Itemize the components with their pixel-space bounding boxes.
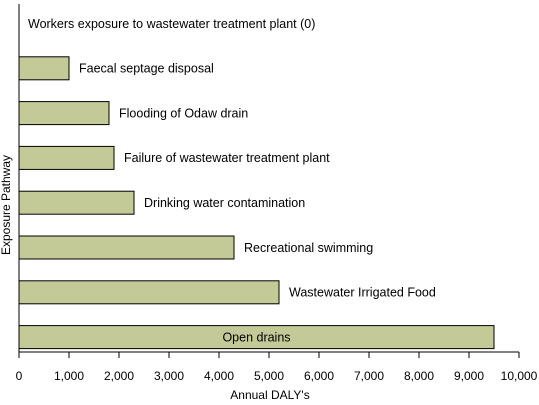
x-tick-label-8: 8,000	[404, 369, 434, 383]
x-tick-label-1: 1,000	[54, 369, 84, 383]
x-tick-label-10: 10,000	[501, 369, 538, 383]
bar-label-6: Wastewater Irrigated Food	[289, 286, 436, 300]
bar-4	[18, 190, 135, 215]
x-tick-label-7: 7,000	[354, 369, 384, 383]
bar-3	[18, 145, 115, 170]
bar-1	[18, 56, 70, 81]
x-tick-label-9: 9,000	[454, 369, 484, 383]
bar-labels-layer: Workers exposure to wastewater treatment…	[28, 17, 436, 345]
x-tick-label-0: 0	[16, 369, 23, 383]
y-axis-title: Exposure Pathway	[0, 155, 13, 255]
x-tick-label-4: 4,000	[204, 369, 234, 383]
bar-label-3: Failure of wastewater treatment plant	[124, 151, 330, 165]
bar-label-5: Recreational swimming	[244, 241, 373, 255]
x-tick-label-6: 6,000	[304, 369, 334, 383]
x-tick-label-2: 2,000	[104, 369, 134, 383]
bar-label-1: Faecal septage disposal	[79, 62, 214, 76]
bar-6	[18, 280, 280, 305]
bar-2	[18, 101, 110, 126]
x-ticks-layer: 0 1,000 2,000 3,000 4,000 5,000 6,000 7,000 8,00…	[16, 352, 538, 383]
x-tick-label-5: 5,000	[254, 369, 284, 383]
x-axis-title: Annual DALY's	[230, 388, 309, 402]
bar-5	[18, 235, 235, 260]
bar-label-2: Flooding of Odaw drain	[119, 106, 248, 120]
bar-label-4: Drinking water contamination	[144, 196, 305, 210]
bar-label-7: Open drains	[222, 330, 290, 344]
bar-label-0: Workers exposure to wastewater treatment…	[28, 17, 315, 31]
x-tick-label-3: 3,000	[154, 369, 184, 383]
